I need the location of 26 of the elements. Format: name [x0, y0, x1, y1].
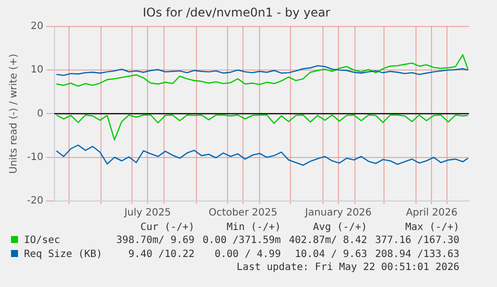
- text: Min (-/+): [226, 222, 282, 234]
- y-axis-title: Units read (-) / write (+): [8, 54, 20, 174]
- legend-label: IO/sec: [24, 235, 60, 246]
- text: 402.87m/ 8.42: [288, 234, 368, 248]
- text: Avg (-/+): [312, 222, 368, 234]
- x-tick-label: October 2025: [208, 208, 278, 219]
- y-tick-label: -10: [26, 152, 44, 163]
- text: Max (-/+): [404, 222, 460, 234]
- text: Cur (-/+): [139, 222, 196, 234]
- text: 377.16 /167.30: [374, 234, 460, 248]
- x-tick-label: April 2026: [406, 208, 458, 219]
- text: 10.04 / 9.63: [294, 248, 368, 262]
- y-tick-label: 0: [36, 108, 44, 120]
- text: 0.00 / 4.99: [214, 248, 282, 262]
- y-tick-label: 20: [30, 20, 44, 32]
- text: 398.70m/ 9.69: [115, 234, 196, 248]
- x-tick-label: January 2026: [304, 208, 372, 219]
- y-tick-label: 10: [30, 64, 44, 76]
- x-tick-label: July 2025: [123, 208, 171, 219]
- text: Last update: Fri May 22 00:51:01 2026: [236, 262, 460, 274]
- y-tick-label: -20: [26, 196, 44, 207]
- text: 0.00 /371.59m: [202, 234, 282, 248]
- text: 9.40 /10.22: [127, 248, 196, 262]
- text: 208.94 /133.63: [374, 248, 460, 262]
- legend-label: Req Size (KB): [24, 249, 102, 260]
- chart-title: IOs for /dev/nvme0n1 - by year: [142, 5, 330, 20]
